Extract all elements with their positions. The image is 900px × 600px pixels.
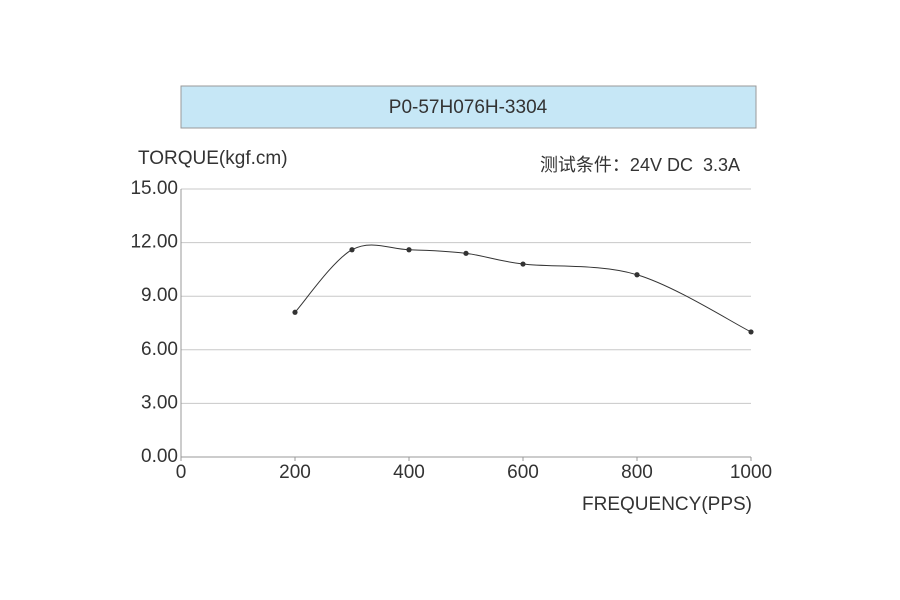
point [520,261,526,267]
x-axis-label: FREQUENCY(PPS) [582,494,752,515]
point [634,272,640,278]
point [748,329,754,335]
title-box [180,85,757,129]
y-tick-label: 15.00 [130,178,178,199]
annotation: 测试条件：24V DC 3.3A [540,155,740,175]
point [349,247,355,253]
y-tick-label: 3.00 [141,392,178,413]
line [294,244,752,333]
point [292,309,298,315]
x-tick-label: 0 [176,462,187,483]
y-tick-label: 6.00 [141,339,178,360]
y-tick-label: 0.00 [141,446,178,467]
point [463,250,469,256]
x-tick-label: 600 [507,462,539,483]
y-tick-label: 12.00 [130,232,178,253]
y-tick-label: 9.00 [141,285,178,306]
x-tick-label: 1000 [730,462,772,483]
x-tick-label: 200 [279,462,311,483]
chart-title: P0-57H076H-3304 [389,97,548,118]
point [406,247,412,253]
x-tick-label: 400 [393,462,425,483]
x-tick-label: 800 [621,462,653,483]
y-axis-label: TORQUE(kgf.cm) [138,148,288,169]
